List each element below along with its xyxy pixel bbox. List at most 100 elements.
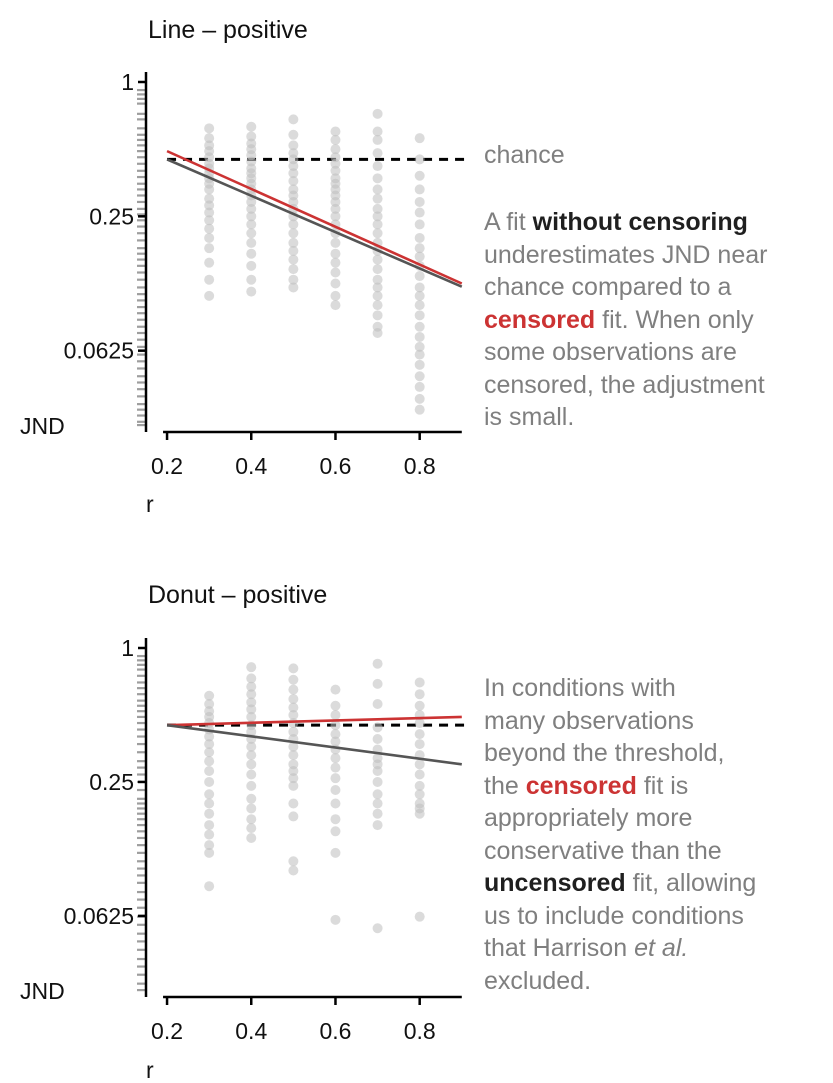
data-point	[204, 200, 215, 211]
data-point	[330, 753, 341, 764]
data-point	[372, 808, 383, 819]
data-point	[246, 726, 257, 737]
x-axis-label: r	[146, 1057, 154, 1083]
annotation-line: us to include conditions	[484, 900, 756, 933]
x-tick-label: 0.8	[404, 1018, 436, 1044]
y-tick-label: 0.0625	[64, 903, 134, 929]
data-point	[246, 681, 257, 692]
data-point	[204, 847, 215, 858]
data-point	[288, 274, 299, 285]
data-point	[288, 237, 299, 248]
chart-panel-donut-positive: Donut – positive 1 0.25 0.0625 0.2 0.4 0.6 0.8…	[20, 581, 466, 1083]
data-point	[246, 697, 257, 708]
annotation-line: the censored fit is	[484, 770, 756, 803]
data-point	[204, 756, 215, 767]
annotation-text: that Harrison	[484, 934, 635, 962]
axes: 1 0.25 0.0625 0.2 0.4 0.6 0.8	[64, 635, 462, 1044]
annotation-line: A fit without censoring	[484, 206, 767, 239]
annotation-line: In conditions with	[484, 672, 756, 705]
data-point	[204, 739, 215, 750]
annotation-line: chance compared to a	[484, 271, 767, 304]
annotation-text: excluded.	[484, 966, 592, 995]
data-point	[372, 733, 383, 744]
data-point	[414, 219, 425, 230]
data-point	[204, 223, 215, 234]
data-point	[414, 689, 425, 700]
data-point	[288, 168, 299, 179]
data-point	[330, 773, 341, 784]
data-point	[246, 286, 257, 297]
data-point	[372, 274, 383, 285]
x-tick-label: 0.6	[319, 1018, 351, 1044]
data-point	[330, 762, 341, 773]
data-point	[372, 134, 383, 145]
data-point	[330, 257, 341, 268]
data-point	[246, 673, 257, 684]
data-point	[372, 765, 383, 776]
data-point	[246, 769, 257, 780]
data-point	[330, 300, 341, 311]
data-point	[414, 341, 425, 352]
annotation-line: underestimates JND near	[484, 239, 767, 272]
data-point	[204, 798, 215, 809]
data-point	[246, 211, 257, 222]
data-point	[288, 780, 299, 791]
data-point	[372, 126, 383, 137]
data-point	[372, 184, 383, 195]
data-point	[414, 769, 425, 780]
data-point	[330, 785, 341, 796]
data-point	[246, 803, 257, 814]
data-point	[330, 290, 341, 301]
annotation-line: excluded.	[484, 965, 756, 998]
data-point	[204, 765, 215, 776]
annotation-text: chance compared to a	[484, 273, 732, 301]
data-point	[414, 780, 425, 791]
annotation-line: that Harrison et al.	[484, 932, 756, 965]
data-point	[372, 282, 383, 293]
uncensored-fit-line	[166, 158, 463, 288]
data-point	[204, 184, 215, 195]
data-point	[246, 823, 257, 834]
data-point	[372, 264, 383, 275]
data-point	[288, 684, 299, 695]
data-point	[372, 678, 383, 689]
data-point	[372, 173, 383, 184]
data-point	[414, 232, 425, 243]
data-point	[372, 108, 383, 119]
data-point	[372, 211, 383, 222]
data-point	[414, 154, 425, 165]
data-point	[414, 808, 425, 819]
data-point	[288, 175, 299, 186]
chart-title: Line – positive	[148, 16, 308, 44]
data-point	[414, 196, 425, 207]
data-point	[204, 881, 215, 892]
annotation-text: many observations	[484, 706, 694, 735]
annotation-line: some observations are	[484, 336, 767, 369]
data-point	[330, 798, 341, 809]
data-point	[288, 196, 299, 207]
data-point	[246, 274, 257, 285]
data-point	[330, 126, 341, 137]
data-point	[330, 720, 341, 731]
data-point	[246, 780, 257, 791]
data-point	[414, 371, 425, 382]
data-point	[414, 677, 425, 688]
data-point	[288, 219, 299, 230]
data-point	[204, 840, 215, 851]
uncensored-fit-line	[166, 723, 462, 766]
data-point	[330, 700, 341, 711]
data-point	[288, 702, 299, 713]
data-point	[288, 228, 299, 239]
data-point	[414, 321, 425, 332]
data-point	[330, 847, 341, 858]
data-point	[330, 237, 341, 248]
data-point	[330, 814, 341, 825]
y-tick-label: 1	[121, 69, 134, 95]
data-point	[414, 404, 425, 415]
data-point	[246, 689, 257, 700]
data-point	[246, 750, 257, 761]
annotation-text: censored, the adjustment	[484, 370, 765, 399]
x-tick-label: 0.4	[235, 1018, 267, 1044]
data-point	[204, 731, 215, 742]
annotation-donut-positive: In conditions with many observations beyon…	[484, 672, 756, 997]
